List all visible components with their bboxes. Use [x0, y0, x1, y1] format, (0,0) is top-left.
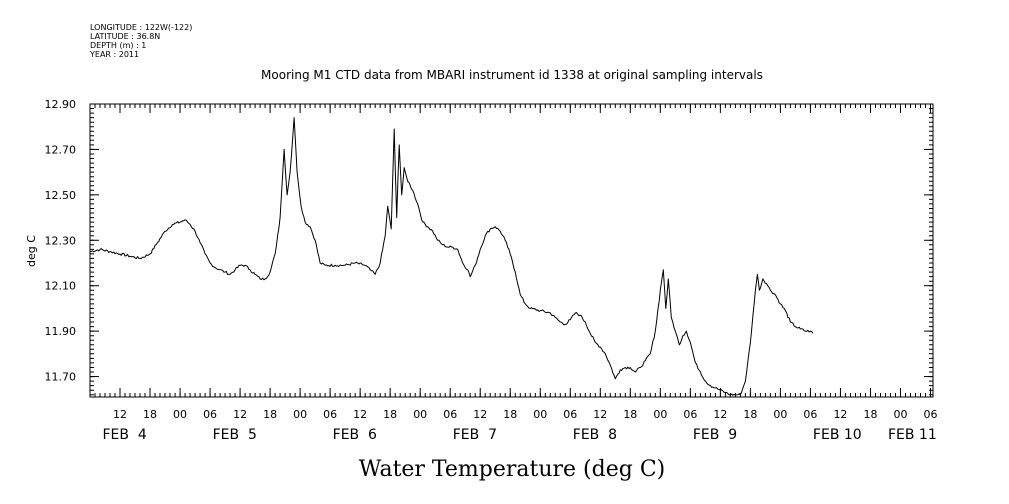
x-hour-label: 18 [263, 408, 277, 421]
x-hour-label: 18 [503, 408, 517, 421]
x-hour-label: 12 [593, 408, 607, 421]
x-hour-label: 18 [743, 408, 757, 421]
y-tick-label: 12.30 [45, 234, 77, 247]
x-hour-label: 06 [443, 408, 457, 421]
x-day-label: FEB 10 [813, 427, 862, 443]
x-hour-label: 18 [863, 408, 877, 421]
x-hour-label: 00 [773, 408, 787, 421]
x-hour-label: 18 [623, 408, 637, 421]
x-day-label: FEB 9 [693, 427, 737, 443]
x-axis-day-labels: FEB 4 FEB 5 FEB 6 FEB 7 FEB 8 FEB 9 FEB 10 FEB … [103, 427, 937, 443]
y-tick-label: 12.90 [45, 98, 77, 111]
chart-title: Mooring M1 CTD data from MBARI instrumen… [261, 68, 763, 82]
y-tick-label: 12.10 [45, 280, 77, 293]
x-day-label: FEB 7 [453, 427, 497, 443]
y-tick-label: 12.50 [45, 189, 77, 202]
x-hour-label: 06 [803, 408, 817, 421]
x-hour-label: 18 [383, 408, 397, 421]
y-axis-label: deg C [25, 235, 38, 267]
x-hour-label: 06 [683, 408, 697, 421]
latitude-text: LATITUDE : 36.8N [90, 32, 160, 41]
x-day-label: FEB 4 [103, 427, 147, 443]
x-hour-label: 00 [173, 408, 187, 421]
water-temperature-series-line [89, 117, 814, 396]
minor-tick-marks [89, 103, 933, 397]
x-hour-label: 00 [533, 408, 547, 421]
depth-text: DEPTH (m) : 1 [90, 41, 146, 50]
x-hour-label: 06 [203, 408, 217, 421]
x-axis-hour-ticks: 12 18 00 06 12 18 00 06 12 18 00 06 12 18 00 06 12 18 00 06… [113, 104, 937, 421]
mooring-metadata: LONGITUDE : 122W(-122) LATITUDE : 36.8N … [89, 23, 192, 59]
x-hour-label: 06 [563, 408, 577, 421]
y-tick-label: 11.90 [45, 325, 77, 338]
x-day-label: FEB 8 [573, 427, 617, 443]
x-hour-label: 00 [413, 408, 427, 421]
x-day-label: FEB 6 [333, 427, 377, 443]
x-hour-label: 12 [833, 408, 847, 421]
plot-frame [89, 103, 934, 398]
x-hour-label: 12 [473, 408, 487, 421]
x-hour-label: 06 [923, 408, 937, 421]
y-tick-label: 12.70 [45, 143, 77, 156]
x-hour-label: 06 [323, 408, 337, 421]
year-text: YEAR : 2011 [89, 50, 139, 59]
x-day-label: FEB 11 [888, 427, 937, 443]
x-hour-label: 18 [143, 408, 157, 421]
x-axis-label: Water Temperature (deg C) [359, 457, 666, 482]
x-hour-label: 00 [293, 408, 307, 421]
longitude-text: LONGITUDE : 122W(-122) [90, 23, 192, 32]
minor-ticks-path [89, 103, 933, 397]
x-day-label: FEB 5 [213, 427, 257, 443]
x-hour-label: 12 [113, 408, 127, 421]
y-axis-ticks: 12.90 12.70 12.50 12.30 12.10 11.90 11.70 [45, 98, 933, 384]
x-hour-label: 12 [713, 408, 727, 421]
y-tick-label: 11.70 [45, 371, 77, 384]
x-hour-label: 12 [233, 408, 247, 421]
x-hour-label: 00 [893, 408, 907, 421]
x-hour-label: 12 [353, 408, 367, 421]
x-hour-label: 00 [653, 408, 667, 421]
